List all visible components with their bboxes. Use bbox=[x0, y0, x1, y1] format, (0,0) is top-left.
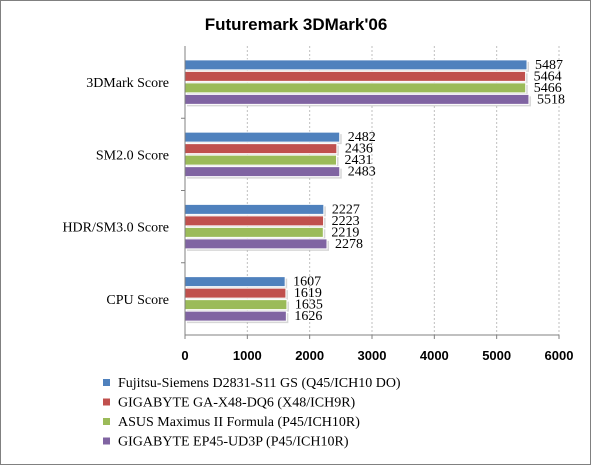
bar bbox=[184, 310, 287, 322]
legend-label: GIGABYTE EP45-UD3P (P45/ICH10R) bbox=[118, 435, 349, 450]
data-label: 2278 bbox=[335, 237, 363, 252]
category-label: 3DMark Score bbox=[86, 76, 169, 91]
bar bbox=[184, 143, 338, 155]
x-tick-label: 3000 bbox=[358, 348, 387, 363]
x-tick-label: 2000 bbox=[295, 348, 324, 363]
category-label: HDR/SM3.0 Score bbox=[62, 221, 169, 236]
legend-label: ASUS Maximus II Formula (P45/ICH10R) bbox=[118, 415, 360, 430]
data-label: 1626 bbox=[294, 309, 322, 324]
legend-swatch bbox=[103, 437, 110, 445]
category-label: SM2.0 Score bbox=[96, 148, 169, 163]
legend-swatch bbox=[103, 379, 110, 386]
data-label: 1607 bbox=[293, 275, 321, 290]
x-tick-label: 6000 bbox=[545, 348, 574, 363]
x-tick-label: 1000 bbox=[233, 348, 262, 363]
chart-title: Futuremark 3DMark'06 bbox=[205, 15, 388, 34]
data-label: 2431 bbox=[345, 153, 373, 168]
data-label: 2483 bbox=[348, 165, 376, 180]
x-tick-label: 0 bbox=[181, 348, 188, 363]
data-label: 5464 bbox=[534, 69, 562, 84]
data-label: 1635 bbox=[295, 298, 323, 313]
data-label: 2219 bbox=[331, 225, 359, 240]
bar bbox=[184, 154, 338, 166]
bar bbox=[184, 287, 287, 299]
data-label: 5487 bbox=[535, 58, 563, 73]
bar bbox=[184, 131, 341, 143]
x-tick-label: 5000 bbox=[482, 348, 511, 363]
data-label: 1619 bbox=[294, 286, 322, 301]
data-label: 5466 bbox=[534, 81, 562, 96]
bar bbox=[184, 215, 325, 227]
data-label: 2482 bbox=[348, 130, 376, 145]
x-tick-label: 4000 bbox=[420, 348, 449, 363]
bar bbox=[184, 238, 328, 250]
data-label: 2223 bbox=[332, 214, 360, 229]
bar bbox=[184, 93, 530, 105]
axis-layer: 0 1000 2000 3000 4000 5000 6000 bbox=[181, 46, 573, 363]
bar bbox=[184, 226, 324, 238]
legend: Fujitsu-Siemens D2831-S11 GS (Q45/ICH10 … bbox=[103, 376, 401, 450]
bar bbox=[184, 276, 286, 288]
data-label: 2436 bbox=[345, 142, 373, 157]
legend-swatch bbox=[103, 398, 110, 406]
category-label: CPU Score bbox=[106, 293, 169, 308]
bar bbox=[184, 82, 527, 94]
data-label: 5518 bbox=[537, 92, 565, 107]
bar bbox=[184, 299, 288, 311]
bar bbox=[184, 203, 325, 215]
bar-layer bbox=[184, 59, 531, 324]
legend-label: GIGABYTE GA-X48-DQ6 (X48/ICH9R) bbox=[118, 396, 356, 411]
bar bbox=[184, 59, 528, 71]
bar bbox=[184, 70, 527, 82]
legend-swatch bbox=[103, 418, 110, 425]
data-label: 2227 bbox=[332, 202, 360, 217]
legend-label: Fujitsu-Siemens D2831-S11 GS (Q45/ICH10 … bbox=[118, 376, 401, 391]
bar bbox=[184, 166, 341, 178]
